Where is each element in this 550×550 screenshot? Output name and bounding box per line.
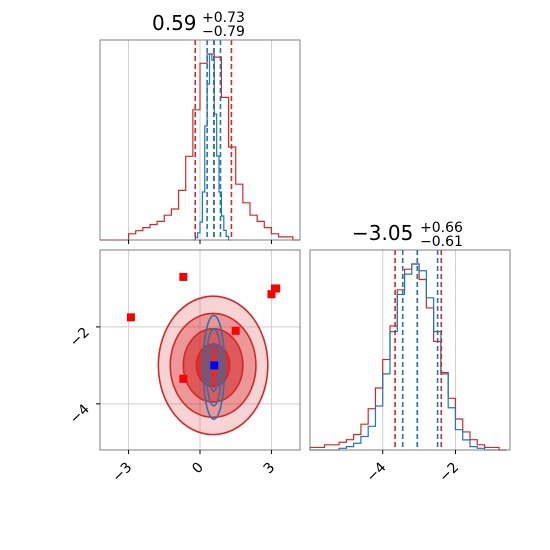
panel-frame bbox=[309, 249, 511, 451]
histogram-red-series bbox=[100, 53, 300, 241]
red-marker bbox=[272, 284, 281, 293]
upper-error: +0.73 bbox=[202, 10, 245, 26]
x-tick-label: −4 bbox=[364, 459, 390, 485]
lower-error: −0.79 bbox=[202, 24, 245, 40]
blue-contour-level bbox=[202, 314, 226, 421]
blue-contours bbox=[202, 314, 226, 421]
x-tick-labels: −3 0 3 bbox=[109, 460, 278, 486]
y-tick-labels: −4 −2 bbox=[67, 324, 93, 427]
lower-error: −0.61 bbox=[420, 234, 463, 250]
histogram-red-series bbox=[309, 263, 507, 451]
histogram-series bbox=[100, 53, 300, 241]
histogram-blue-series bbox=[310, 263, 507, 451]
scatter-points bbox=[126, 272, 281, 383]
quantile-lines bbox=[394, 250, 443, 450]
histogram-panel-bottom-right: −4 −2 −3.05 +0.66 −0.61 bbox=[309, 220, 511, 485]
upper-error: +0.66 bbox=[420, 220, 463, 236]
x-tick-label: 0 bbox=[189, 460, 207, 478]
median-value: 0.59 bbox=[152, 11, 197, 35]
x-tick-labels: −4 −2 bbox=[364, 459, 463, 485]
x-tick-label: −3 bbox=[109, 460, 135, 486]
blue-contour-level bbox=[208, 342, 220, 392]
histogram-series bbox=[309, 263, 507, 451]
contour-panel-bottom-left: −3 0 3 −4 −2 bbox=[67, 249, 301, 486]
red-marker bbox=[267, 290, 276, 299]
median-value: −3.05 bbox=[352, 221, 413, 245]
x-tick-label: 3 bbox=[261, 460, 279, 478]
blue-contour-level bbox=[205, 328, 223, 407]
y-tick-label: −4 bbox=[67, 401, 93, 427]
red-marker bbox=[179, 374, 188, 383]
x-tick-label: −2 bbox=[436, 460, 462, 486]
red-marker bbox=[126, 313, 135, 322]
y-tick-label: −2 bbox=[67, 324, 93, 350]
blue-marker bbox=[210, 361, 219, 370]
red-marker bbox=[179, 272, 188, 281]
red-marker bbox=[231, 326, 240, 335]
tick-marks bbox=[96, 326, 272, 454]
histogram-panel-top-left: 0.59 +0.73 −0.79 bbox=[99, 10, 301, 244]
histogram-blue-series bbox=[192, 53, 231, 241]
tick-marks bbox=[382, 450, 456, 454]
quantile-lines bbox=[194, 40, 233, 240]
tick-marks bbox=[128, 240, 272, 244]
